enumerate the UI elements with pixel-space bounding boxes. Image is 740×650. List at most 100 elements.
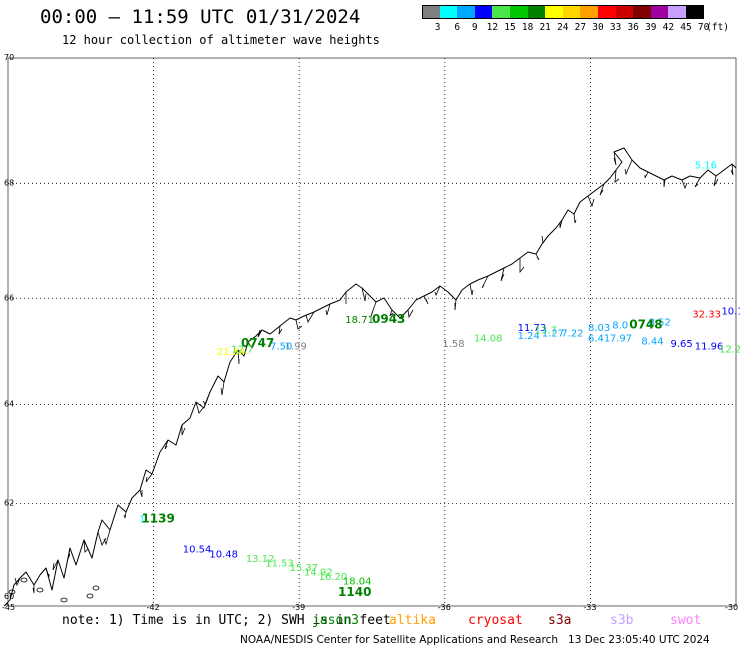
swh-value-label: 8.03 (588, 323, 610, 334)
lat-tick-label: 64 (4, 399, 14, 408)
chart-subtitle: 12 hour collection of altimeter wave hei… (62, 33, 380, 47)
swh-value-label: 15.37 (289, 563, 318, 574)
coastline-main (9, 147, 737, 601)
lon-tick-label: -39 (292, 603, 305, 612)
swh-value-label: 1.58 (442, 339, 464, 350)
swh-value-label: 1.24 (518, 331, 540, 342)
legend-swatch (562, 5, 581, 19)
swh-value-label: 8.44 (641, 336, 663, 347)
legend-swatch (439, 5, 458, 19)
swh-value-label: 14.92 (304, 568, 333, 579)
island (8, 589, 16, 595)
satellite-name-s3b: s3b (610, 613, 634, 628)
swh-value-label: 7.22 (561, 328, 583, 339)
legend-tick-label: 18 (521, 22, 534, 33)
swh-value-label: 5.16 (695, 160, 717, 171)
lat-tick-label: 62 (4, 498, 14, 507)
island (36, 587, 44, 593)
coastline-fjords (3, 151, 734, 607)
island (20, 577, 28, 583)
credit-line: NOAA/NESDIS Center for Satellite Applica… (240, 634, 710, 646)
swh-value-label: 1.27 (542, 328, 564, 339)
swh-value-label: 10.54 (183, 545, 212, 556)
legend-tick-label: 15 (504, 22, 516, 33)
swh-value-label: 18.04 (343, 577, 372, 588)
swh-value-label: 13.7 (535, 326, 557, 337)
swh-value-label: 1.99 (285, 342, 307, 353)
legend-tick-label: 70 (697, 22, 710, 33)
lon-tick-label: -30 (725, 603, 738, 612)
swh-value-label: 6.41 (588, 334, 610, 345)
swh-value-label: 12.7 (231, 344, 253, 355)
lat-tick-label: 68 (4, 178, 14, 187)
legend-swatch (422, 5, 440, 19)
swh-value-label: 7.50 (270, 342, 292, 353)
legend-swatch (510, 5, 528, 19)
swh-value-label: 16.20 (319, 572, 348, 583)
legend-bar-border (422, 5, 704, 19)
satellite-name-swot: swot (670, 613, 702, 628)
legend-tick-label: 39 (645, 22, 657, 33)
swh-value-label: 13.12 (246, 554, 275, 565)
island (86, 593, 94, 599)
legend-swatch (527, 5, 546, 19)
lat-tick-label: 60 (4, 592, 14, 601)
pass-time-label: 0748 (629, 317, 662, 331)
legend-swatch (615, 5, 634, 19)
legend-tick-label: 12 (486, 22, 499, 33)
legend-tick-label: 24 (557, 22, 569, 33)
lon-tick-label: -36 (438, 603, 451, 612)
legend-swatch (492, 5, 510, 19)
swh-value-label: 11.96 (695, 342, 724, 353)
swh-value-label: 32.33 (692, 309, 721, 320)
legend-swatch (598, 5, 616, 19)
legend-tick-label: 21 (539, 22, 551, 33)
pass-time-label: 1140 (338, 585, 371, 599)
pass-time-label: 0943 (372, 312, 405, 326)
swh-value-label: 21.84 (217, 347, 246, 358)
swh-value-label: 1 (139, 514, 145, 525)
swh-value-label: 10.12 (721, 307, 740, 318)
island (92, 585, 100, 591)
swh-value-label: 18.71 (345, 315, 374, 326)
satellite-name-cryosat: cryosat (468, 613, 523, 628)
legend-tick-label: 45 (680, 22, 692, 33)
swh-value-label: 14.08 (474, 334, 503, 345)
lat-tick-label: 70 (4, 53, 14, 62)
chart-title: 00:00 – 11:59 UTC 01/31/2024 (40, 6, 361, 28)
swh-value-label: 11.73 (518, 323, 547, 334)
legend-tick-label: 42 (662, 22, 675, 33)
graticule (8, 58, 736, 606)
note-text: note: 1) Time is in UTC; 2) SWH is in fe… (62, 613, 391, 628)
lat-tick-label: 66 (4, 293, 14, 302)
swh-value-label: 7.97 (610, 334, 632, 345)
swh-value-label: 8.0 (612, 320, 628, 331)
legend-swatch (686, 5, 704, 19)
satellite-name-jason3: jason3 (312, 613, 359, 628)
swh-labels: 18.7111.731.2413.71.277.2214.081.581.997… (139, 160, 740, 599)
legend-swatch (457, 5, 475, 19)
map-frame (7, 57, 737, 607)
legend-swatch (580, 5, 598, 19)
legend-swatch (474, 5, 493, 19)
pass-time-label: 0747 (241, 336, 274, 350)
axis-labels: 70 68 66 64 62 60 -45 -42 -39 -36 -33 -30 (2, 53, 738, 612)
satellite-name-s3a: s3a (548, 613, 572, 628)
legend-tick-label: 9 (471, 22, 478, 33)
swh-value-label: 11.53 (265, 559, 294, 570)
legend-tick-label: 36 (627, 22, 639, 33)
legend-tick-label: 33 (609, 22, 622, 33)
swh-value-label: 9.65 (670, 339, 692, 350)
swh-value-label: 12.26 (719, 344, 740, 355)
legend-swatch (545, 5, 563, 19)
island (60, 597, 68, 603)
satellite-name-altika: altika (389, 613, 436, 628)
legend-unit: (ft) (706, 22, 730, 33)
pass-time-label: 1139 (141, 511, 174, 525)
lon-tick-label: -45 (2, 603, 15, 612)
footnote: note: 1) Time is in UTC; 2) SWH is in fe… (62, 613, 391, 628)
legend-swatch (668, 5, 686, 19)
legend-swatch (633, 5, 651, 19)
legend-tick-label: 30 (592, 22, 604, 33)
